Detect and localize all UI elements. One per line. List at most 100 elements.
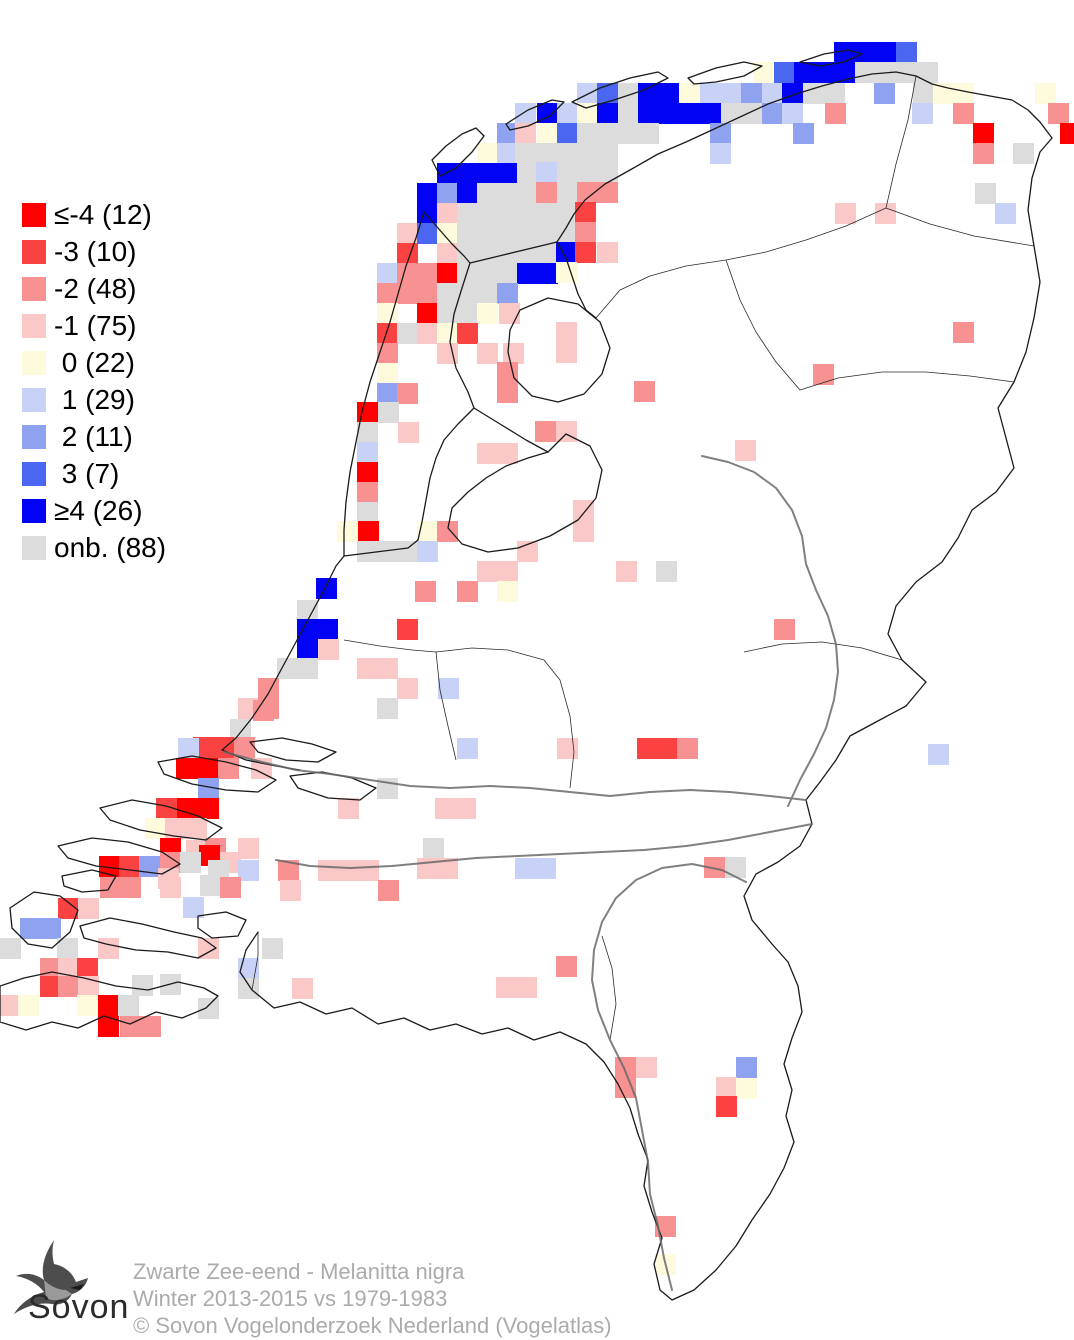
atlas-cell — [575, 202, 596, 223]
atlas-cell — [438, 678, 459, 699]
legend-row-z0: 0 (22) — [22, 344, 166, 381]
atlas-cell — [700, 83, 721, 104]
atlas-cell — [397, 223, 418, 244]
atlas-cell — [1035, 83, 1056, 104]
atlas-cell — [557, 182, 578, 203]
atlas-cell — [238, 860, 259, 881]
atlas-cell — [278, 860, 299, 881]
atlas-cell — [497, 283, 518, 304]
atlas-cell — [377, 343, 398, 364]
noordoostpolder — [507, 297, 611, 403]
atlas-cell — [377, 363, 398, 384]
legend-swatch-m3 — [22, 239, 46, 264]
atlas-cell — [417, 183, 438, 204]
atlas-cell — [536, 162, 557, 183]
legend-swatch-m4 — [22, 202, 46, 227]
atlas-cell — [40, 976, 61, 997]
atlas-cell — [503, 343, 524, 364]
atlas-cell — [358, 860, 379, 881]
atlas-cell — [140, 1016, 161, 1037]
atlas-cell — [198, 778, 219, 799]
atlas-cell — [575, 222, 596, 243]
atlas-cell — [417, 283, 438, 304]
atlas-cell — [638, 123, 659, 144]
atlas-cell — [457, 223, 478, 244]
atlas-cell — [377, 698, 398, 719]
atlas-cell — [557, 162, 578, 183]
atlas-cell — [357, 502, 378, 523]
legend-row-m2: -2 (48) — [22, 270, 166, 307]
atlas-cell — [497, 581, 518, 602]
legend-swatch-p2 — [22, 424, 46, 449]
swallow-icon — [14, 1240, 88, 1314]
atlas-cell — [435, 798, 456, 819]
atlas-cell — [638, 103, 659, 124]
atlas-cell — [657, 738, 678, 759]
atlas-cell — [280, 880, 301, 901]
atlas-cell — [875, 203, 896, 224]
atlas-cell — [517, 243, 538, 264]
atlas-cell — [995, 203, 1016, 224]
atlas-cell — [497, 223, 518, 244]
atlas-cell — [577, 103, 598, 124]
atlas-cell — [537, 103, 558, 124]
atlas-cell — [318, 639, 339, 660]
atlas-cell — [477, 263, 498, 284]
atlas-cell — [597, 242, 618, 263]
atlas-cell — [933, 83, 954, 104]
atlas-cell — [292, 978, 313, 999]
atlas-cell — [477, 163, 498, 184]
sovon-logo-text: Sovon — [28, 1288, 130, 1326]
atlas-cell — [198, 998, 219, 1019]
atlas-cell — [477, 443, 498, 464]
atlas-cell — [377, 323, 398, 344]
atlas-cell — [615, 1057, 636, 1078]
atlas-cell — [145, 818, 166, 839]
atlas-cell — [618, 103, 639, 124]
atlas-cell — [557, 222, 578, 243]
noord-beveland — [61, 869, 117, 893]
atlas-cell — [297, 639, 318, 660]
atlas-cell — [774, 62, 795, 83]
atlas-cell — [497, 203, 518, 224]
atlas-cell — [198, 938, 219, 959]
atlas-cell — [556, 262, 577, 283]
atlas-cell — [377, 658, 398, 679]
atlas-cell — [437, 323, 458, 344]
atlas-cell — [556, 143, 577, 164]
atlas-cell — [297, 600, 318, 621]
island-ameland — [687, 61, 763, 85]
atlas-cell — [556, 956, 577, 977]
atlas-cell — [119, 856, 140, 877]
atlas-cell — [398, 422, 419, 443]
country-outline — [0, 49, 1053, 1301]
atlas-cell — [577, 83, 598, 104]
atlas-cell — [953, 103, 974, 124]
atlas-cell — [557, 103, 578, 124]
atlas-cell — [423, 838, 444, 859]
atlas-cell — [497, 123, 518, 144]
atlas-cell — [378, 880, 399, 901]
island-terschelling — [571, 71, 669, 109]
atlas-cell — [556, 342, 577, 363]
atlas-cell — [98, 1016, 119, 1037]
schouwen-duiveland — [57, 837, 181, 875]
atlas-cell — [180, 852, 201, 873]
atlas-cell — [397, 323, 418, 344]
atlas-cell — [803, 83, 824, 104]
atlas-cell — [220, 877, 241, 898]
atlas-cell — [637, 738, 658, 759]
atlas-cell — [517, 183, 538, 204]
atlas-cell — [824, 83, 845, 104]
atlas-cell — [358, 521, 379, 542]
atlas-cell — [953, 83, 974, 104]
atlas-cell — [183, 897, 204, 918]
atlas-cell — [573, 521, 594, 542]
atlas-cell — [357, 422, 378, 443]
atlas-cell — [415, 581, 436, 602]
atlas-cell — [753, 62, 774, 83]
river-ijssel — [701, 455, 839, 807]
atlas-cell — [896, 42, 917, 63]
houtribdijk — [473, 407, 549, 453]
legend-label-m1: -1 (75) — [54, 309, 137, 341]
